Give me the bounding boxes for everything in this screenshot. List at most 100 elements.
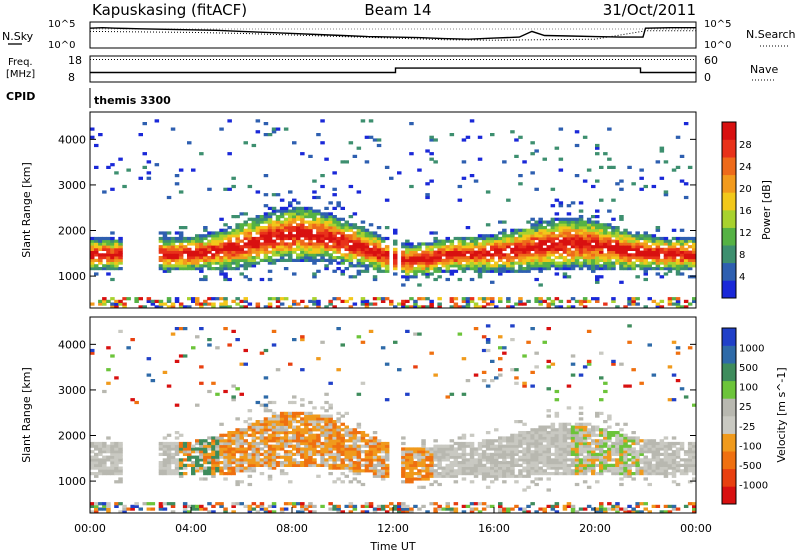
velocity-cell <box>292 502 297 506</box>
velocity-cell <box>683 458 689 462</box>
velocity-cell <box>586 431 592 435</box>
power-cell <box>510 264 515 268</box>
velocity-cell <box>199 381 204 385</box>
velocity-cell <box>255 431 261 435</box>
velocity-cell <box>316 452 321 456</box>
power-cell <box>288 250 293 254</box>
power-cell <box>380 258 386 262</box>
velocity-cell <box>546 463 551 467</box>
velocity-cell <box>288 411 293 415</box>
power-cell <box>437 267 442 271</box>
velocity-cell <box>364 450 370 454</box>
velocity-cell <box>376 458 382 462</box>
velocity-cell <box>344 447 349 451</box>
power-cell <box>494 250 499 254</box>
velocity-cell <box>271 444 277 448</box>
power-cell <box>203 253 208 257</box>
velocity-cell <box>611 504 616 508</box>
power-cell <box>631 302 636 306</box>
power-cell <box>490 267 495 271</box>
velocity-cell <box>320 414 325 418</box>
velocity-cell <box>300 338 305 342</box>
velocity-cell <box>320 431 325 435</box>
velocity-cell <box>469 444 475 448</box>
velocity-cell <box>595 455 600 459</box>
velocity-cell <box>271 452 277 456</box>
power-cell <box>312 209 317 213</box>
velocity-cell <box>582 433 588 437</box>
velocity-cell <box>570 444 576 448</box>
power-cell <box>631 297 636 301</box>
velocity-cell <box>607 444 612 448</box>
power-cell <box>90 135 95 139</box>
power-cell <box>247 231 253 235</box>
velocity-cell <box>174 447 180 451</box>
velocity-cell <box>235 431 240 435</box>
power-cell <box>530 258 535 262</box>
velocity-cell <box>304 447 309 451</box>
power-cell <box>457 261 463 265</box>
power-cell <box>607 234 612 238</box>
power-cell <box>90 236 95 241</box>
velocity-cell <box>659 444 665 448</box>
colorbar-swatch <box>722 486 736 505</box>
power-cell <box>106 253 111 257</box>
power-cell <box>554 297 560 301</box>
power-cell <box>570 297 576 301</box>
power-cell <box>247 223 253 227</box>
velocity-cell <box>542 340 547 344</box>
power-cell <box>275 220 281 224</box>
power-cell <box>231 184 236 189</box>
power-cell <box>316 209 321 213</box>
velocity-cell <box>514 480 519 484</box>
velocity-cell <box>255 441 261 446</box>
power-cell <box>348 258 354 262</box>
velocity-cell <box>485 338 491 342</box>
power-cell <box>300 212 305 216</box>
velocity-cell <box>498 368 503 372</box>
velocity-cell <box>215 466 220 470</box>
power-cell <box>158 250 164 254</box>
power-cell <box>692 253 697 257</box>
power-cell <box>562 258 568 262</box>
velocity-cell <box>380 458 386 462</box>
velocity-cell <box>182 354 188 358</box>
power-cell <box>582 236 588 241</box>
power-cell <box>582 226 588 230</box>
velocity-cell <box>578 422 584 426</box>
power-cell <box>631 245 636 249</box>
power-cell <box>574 245 580 249</box>
velocity-cell <box>502 480 507 484</box>
power-cell <box>90 302 95 306</box>
power-cell <box>469 242 475 246</box>
velocity-cell <box>643 466 648 470</box>
power-cell <box>263 305 269 309</box>
velocity-cell <box>574 472 580 476</box>
velocity-cell <box>409 458 414 462</box>
velocity-cell <box>312 406 317 410</box>
velocity-cell <box>304 420 309 424</box>
velocity-cell <box>247 504 253 508</box>
power-cell <box>518 242 523 246</box>
velocity-cell <box>320 406 325 410</box>
power-cell <box>332 245 337 249</box>
power-cell <box>675 299 681 303</box>
power-cell <box>364 264 370 268</box>
power-cell <box>239 239 244 243</box>
velocity-cell <box>631 477 636 481</box>
power-cell <box>562 247 568 251</box>
velocity-cell <box>570 461 576 465</box>
velocity-cell <box>526 472 531 476</box>
power-cell <box>679 267 685 271</box>
velocity-cell <box>485 431 491 435</box>
power-cell <box>502 267 507 271</box>
velocity-cell <box>304 428 309 432</box>
velocity-cell <box>263 452 269 456</box>
colorbar-swatch <box>722 122 736 140</box>
power-cell <box>118 157 123 161</box>
power-cell <box>582 228 588 232</box>
power-cell <box>607 250 612 254</box>
power-cell <box>324 206 329 210</box>
velocity-cell <box>663 444 669 448</box>
velocity-cell <box>671 436 677 440</box>
